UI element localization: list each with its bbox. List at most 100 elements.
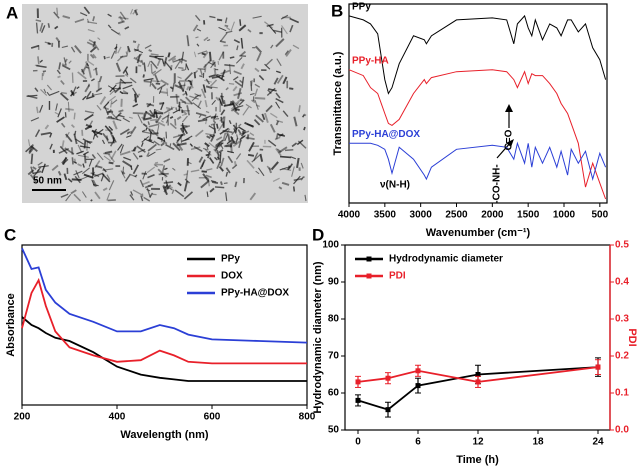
tem-fiber [231, 100, 240, 108]
tem-fiber [135, 53, 143, 59]
tem-fiber [96, 152, 104, 161]
tem-fiber [165, 119, 169, 124]
tem-fiber [205, 78, 211, 85]
tem-fiber [163, 158, 171, 163]
tem-fiber [202, 115, 212, 120]
tem-fiber [90, 78, 95, 82]
tem-fiber [62, 156, 68, 166]
tem-fiber [132, 40, 137, 44]
tem-fiber [73, 193, 82, 202]
tem-fiber [171, 82, 175, 92]
x-axis-label: Time (h) [456, 454, 499, 466]
tem-fiber [146, 188, 151, 192]
tem-fiber [97, 37, 101, 41]
arrowhead [506, 139, 514, 147]
tem-fiber [87, 29, 95, 33]
x-tick-label: 200 [14, 412, 31, 423]
y-tick-label: 90 [328, 277, 340, 288]
tem-fiber [240, 63, 245, 70]
tem-fiber [214, 186, 225, 189]
tem-fiber [288, 163, 293, 169]
tem-fiber [156, 83, 166, 91]
tem-fiber [39, 104, 44, 113]
tem-fiber [228, 82, 235, 85]
tem-fiber [189, 143, 193, 147]
tem-fiber [103, 152, 111, 155]
tem-fiber [186, 35, 190, 47]
marker [385, 375, 391, 381]
tem-fiber [134, 93, 138, 103]
tem-fiber [148, 123, 160, 128]
tem-fiber [275, 120, 280, 126]
tem-fiber [220, 69, 226, 80]
tem-fiber [194, 94, 202, 98]
marker [415, 368, 421, 374]
tem-fiber [61, 91, 67, 95]
series-label: PPy [352, 2, 371, 13]
tem-fiber [144, 183, 154, 189]
y-axis-label: Hydrodynamic diameter (nm) [312, 261, 324, 414]
legend-marker [366, 273, 372, 279]
tem-fiber [106, 192, 111, 201]
tem-fiber [210, 79, 218, 87]
tem-fiber [184, 178, 191, 184]
tem-fiber [183, 180, 189, 192]
tem-fiber [169, 115, 174, 120]
tem-fiber [107, 85, 115, 90]
panel-label: A [6, 3, 18, 22]
tem-fiber [205, 85, 213, 89]
tem-fiber [280, 14, 289, 20]
tem-fiber [233, 70, 242, 76]
series-line [21, 277, 307, 365]
tem-fiber [124, 73, 129, 77]
tem-fiber [230, 136, 236, 144]
tem-fiber [119, 128, 130, 136]
tem-fiber [224, 24, 229, 28]
tem-fiber [179, 84, 186, 87]
tem-fiber [245, 103, 252, 109]
tem-fiber [246, 134, 250, 140]
tem-fiber [235, 57, 243, 64]
tem-fiber [147, 60, 151, 68]
tem-fiber [148, 49, 153, 53]
tem-fiber [124, 174, 131, 182]
tem-fiber [75, 170, 80, 179]
tem-fiber [278, 186, 283, 190]
tem-fiber [126, 48, 129, 55]
tem-fiber [168, 55, 177, 62]
tem-fiber [226, 139, 232, 145]
tem-fiber [190, 79, 193, 89]
tem-fiber [205, 133, 215, 136]
panel-label: B [331, 1, 343, 20]
tem-fiber [303, 126, 306, 131]
tem-fiber [233, 161, 237, 166]
tem-fiber [64, 58, 68, 63]
tem-fiber [95, 87, 103, 93]
tem-fiber [160, 79, 169, 86]
tem-fiber [177, 81, 185, 92]
tem-fiber [255, 104, 260, 108]
tem-fiber [232, 76, 239, 81]
tem-fiber [150, 63, 153, 74]
y-tick-label: 70 [328, 351, 340, 362]
tem-fiber [151, 82, 157, 90]
annotation: -CO-NH- [492, 164, 503, 203]
tem-fiber [181, 101, 186, 104]
tem-fiber [155, 109, 164, 114]
tem-fiber [230, 21, 235, 32]
tem-fiber [27, 139, 31, 147]
tem-fiber [41, 25, 46, 34]
tem-fiber [76, 150, 84, 155]
tem-fiber [174, 84, 182, 90]
tem-fiber [204, 79, 212, 83]
tem-fiber [51, 164, 59, 172]
tem-fiber [210, 122, 216, 126]
tem-fiber [293, 177, 303, 182]
tem-fiber [193, 51, 197, 58]
tem-fiber [161, 171, 168, 178]
tem-fiber [176, 133, 184, 143]
tem-fiber [122, 66, 129, 74]
tem-fiber [136, 145, 146, 153]
y-tick-label: 50 [328, 425, 340, 436]
tem-fiber [147, 174, 155, 179]
